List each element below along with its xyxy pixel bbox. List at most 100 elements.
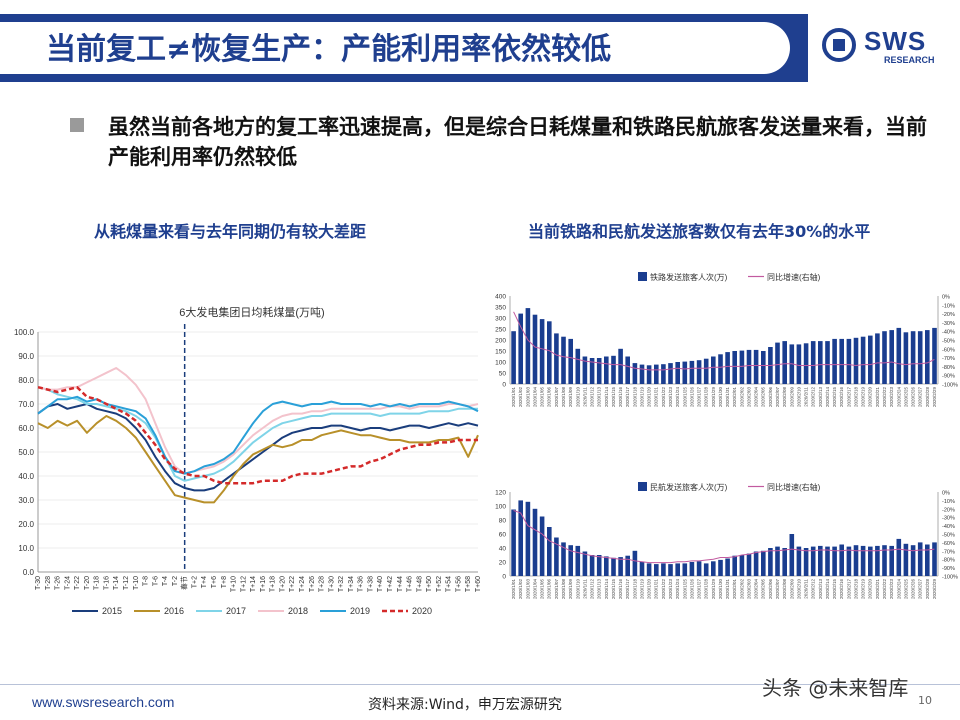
- rail-x-tick-label: 2020/2/21: [875, 387, 880, 408]
- rail-bar: [532, 314, 538, 384]
- y-tick-label: 30.0: [18, 496, 34, 505]
- y-tick-label: 70.0: [18, 400, 34, 409]
- air-bar: [725, 558, 730, 576]
- air-x-tick-label: 2020/2/20: [868, 579, 873, 600]
- rail-x-tick-label: 2020/2/15: [832, 387, 837, 408]
- rail-y-tick-label: 150: [495, 349, 506, 356]
- air-x-tick-label: 2020/2/27: [918, 579, 923, 600]
- rail-x-tick-label: 2020/1/23: [668, 387, 673, 408]
- air-y2-tick-label: -60%: [942, 541, 955, 547]
- legend-label-2018: 2018: [288, 606, 308, 616]
- air-bar: [932, 542, 937, 576]
- air-bar: [654, 564, 659, 576]
- rail-bar: [825, 341, 830, 384]
- air-bar: [668, 564, 673, 576]
- x-tick-label: T-6: [152, 576, 159, 586]
- rail-y-tick-label: 100: [495, 360, 506, 367]
- air-x-tick-label: 2020/2/13: [818, 579, 823, 600]
- rail-bar: [525, 308, 531, 384]
- air-x-tick-label: 2020/1/15: [611, 579, 616, 600]
- air-bar: [818, 545, 823, 576]
- air-y-tick-label: 100: [495, 504, 506, 511]
- air-bar: [639, 562, 645, 576]
- air-bar: [839, 544, 844, 576]
- left-chart-subtitle: 从耗煤量来看与去年同期仍有较大差距: [94, 222, 367, 241]
- rail-y2-tick-label: -100%: [942, 383, 958, 389]
- rail-y2-tick-label: -70%: [942, 356, 955, 362]
- rail-bar: [753, 349, 759, 384]
- rail-y2-tick-label: -10%: [942, 303, 955, 309]
- coal-consumption-chart: 6大发电集团日均耗煤量(万吨) 0.0 10.0 20.0 30.0 40.0 50.0 60…: [14, 305, 482, 616]
- rail-bar: [547, 321, 552, 384]
- rail-x-tick-label: 2020/2/25: [903, 387, 908, 408]
- air-bar: [718, 559, 723, 576]
- series-line-2015: [37, 403, 479, 492]
- air-y2-tick-label: -80%: [942, 558, 955, 564]
- rail-x-tick-label: 2020/2/16: [839, 387, 844, 408]
- rail-x-tick-label: 2020/1/15: [611, 387, 616, 408]
- page-number: 10: [918, 694, 932, 707]
- air-bar: [860, 545, 866, 576]
- air-bar: [768, 548, 773, 576]
- rail-y-tick-label: 50: [499, 371, 507, 378]
- rail-bar: [718, 354, 723, 384]
- air-bar: [604, 556, 609, 576]
- x-tick-label: T-26: [55, 576, 62, 590]
- rail-y2-tick-label: -80%: [942, 365, 955, 371]
- rail-y-tick-label: 0: [502, 382, 506, 389]
- footer-divider: [0, 684, 960, 685]
- air-bar: [746, 553, 752, 576]
- air-x-tick-label: 2020/1/29: [711, 579, 716, 600]
- air-legend-bar-swatch: [638, 482, 647, 491]
- x-tick-label: T-8: [143, 576, 150, 586]
- rail-bar: [796, 344, 802, 384]
- footer-url[interactable]: www.swsresearch.com: [32, 694, 175, 710]
- x-tick-label: T+46: [407, 576, 414, 592]
- rail-x-tick-label: 2020/2/09: [789, 387, 794, 408]
- rail-x-tick-label: 2020/1/21: [654, 387, 659, 408]
- rail-x-tick-label: 2020/2/06: [768, 387, 773, 408]
- air-x-tick-label: 2020/2/18: [854, 579, 859, 600]
- x-tick-label: T+40: [377, 576, 384, 592]
- air-bar: [917, 542, 923, 576]
- rail-bar: [575, 348, 581, 384]
- rail-x-tick-label: 2020/2/11: [804, 387, 809, 407]
- air-bar: [611, 557, 616, 576]
- rail-x-tick-label: 2020/2/27: [918, 387, 923, 408]
- series-line-2017: [37, 386, 478, 482]
- air-x-tick-label: 2020/1/20: [647, 579, 652, 600]
- rail-bar: [889, 330, 894, 384]
- x-tick-label: 春节: [180, 576, 189, 590]
- rail-x-tick-label: 2020/1/08: [561, 387, 566, 408]
- rail-x-tick-label: 2020/1/17: [625, 387, 630, 408]
- x-tick-label: T+20: [279, 576, 286, 592]
- air-bar: [825, 546, 830, 576]
- rail-bar: [896, 327, 902, 384]
- rail-x-tick-label: 2020/1/01: [511, 387, 516, 408]
- rail-bar: [561, 336, 566, 384]
- air-y-tick-label: 0: [502, 574, 506, 581]
- rail-x-tick-label: 2020/2/17: [846, 387, 851, 408]
- rail-bar: [668, 363, 673, 384]
- y-tick-label: 40.0: [18, 472, 34, 481]
- legend-label-2015: 2015: [102, 606, 122, 616]
- rail-x-tick-label: 2020/2/23: [889, 387, 894, 408]
- rail-x-tick-label: 2020/1/31: [725, 387, 730, 408]
- rail-bar: [882, 331, 887, 384]
- legend-label-2019: 2019: [350, 606, 370, 616]
- rail-x-tick-label: 2020/1/03: [525, 387, 530, 408]
- y-tick-label: 60.0: [18, 424, 34, 433]
- air-y-tick-label: 40: [499, 546, 507, 553]
- air-x-tick-label: 2020/1/28: [704, 579, 709, 600]
- air-bar: [618, 557, 623, 576]
- air-x-tick-label: 2020/2/01: [732, 579, 737, 600]
- railway-passenger-chart: 铁路发送旅客人次(万) 同比增速(右轴) 0 50 100 150 200 250 300 350…: [495, 272, 958, 408]
- x-tick-label: T+36: [358, 576, 365, 592]
- rail-bar: [853, 337, 859, 384]
- air-x-tick-label: 2020/1/24: [675, 579, 680, 600]
- rail-x-tick-label: 2020/2/20: [868, 387, 873, 408]
- y-tick-label: 100.0: [14, 328, 35, 337]
- air-x-tick-label: 2020/2/10: [796, 579, 801, 600]
- x-tick-label: T-12: [123, 576, 130, 590]
- air-legend-bar-label: 民航发送旅客人次(万): [650, 482, 728, 492]
